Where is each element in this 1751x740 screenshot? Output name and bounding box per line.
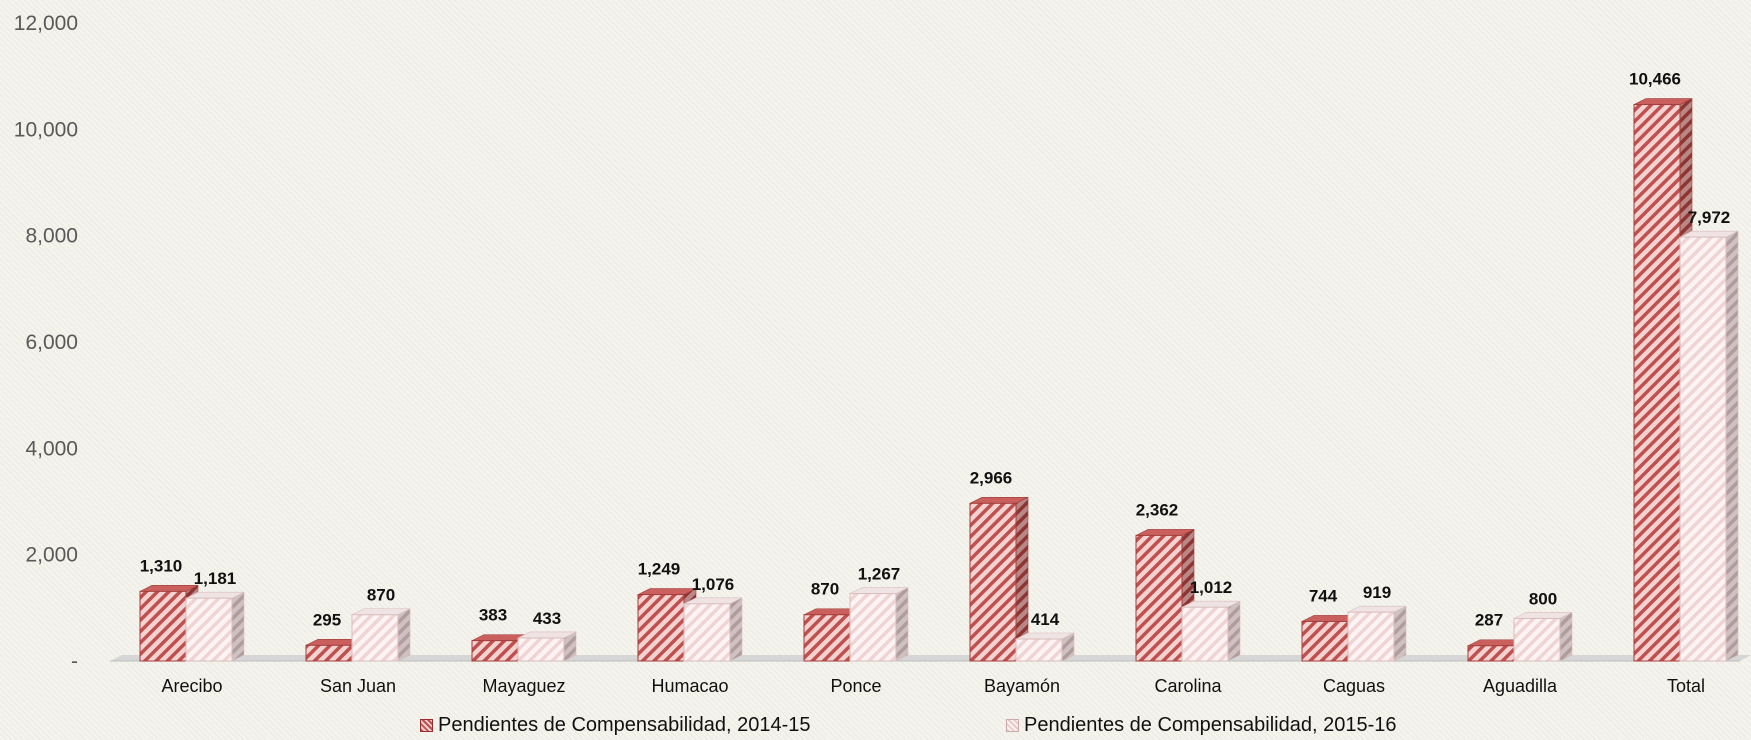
x-tick-label: Carolina: [1154, 676, 1222, 696]
x-tick-label: Bayamón: [984, 676, 1060, 696]
data-label: 1,267: [858, 565, 901, 584]
x-tick-label: Mayaguez: [482, 676, 565, 696]
data-labels: 1,310 1,181 295 870 383 433 1,249 1,076 870 1,267…: [140, 70, 1731, 630]
data-label: 1,181: [194, 569, 237, 588]
legend-label-2015-16: Pendientes de Compensabilidad, 2015-16: [1024, 714, 1397, 736]
bar-2015-16: [1347, 605, 1407, 662]
bar-2014-15: [969, 496, 1029, 662]
bar-2015-16: [849, 587, 909, 662]
y-tick-label: 2,000: [25, 544, 78, 567]
bar-2015-16: [683, 597, 743, 662]
x-tick-label: Arecibo: [161, 676, 222, 696]
data-label: 870: [367, 586, 395, 605]
bar-2015-16: [517, 631, 577, 662]
y-tick-label: 12,000: [14, 12, 78, 35]
bars: [139, 98, 1739, 662]
data-label: 10,466: [1629, 70, 1681, 89]
data-label: 744: [1309, 586, 1338, 605]
x-tick-label: San Juan: [320, 676, 396, 696]
data-label: 800: [1529, 589, 1557, 608]
legend: Pendientes de Compensabilidad, 2014-15 P…: [0, 714, 1751, 740]
bar-2015-16: [351, 608, 411, 662]
data-label: 1,310: [140, 556, 183, 575]
data-label: 295: [313, 610, 341, 629]
x-tick-label: Humacao: [651, 676, 728, 696]
data-label: 919: [1363, 583, 1391, 602]
data-label: 287: [1475, 611, 1503, 630]
data-label: 1,012: [1190, 578, 1233, 597]
bar-2015-16: [1679, 230, 1739, 662]
data-label: 383: [479, 606, 507, 625]
bar-2015-16: [185, 591, 245, 662]
y-tick-label: 10,000: [14, 118, 78, 141]
legend-swatch-2015-16: [1006, 719, 1019, 732]
x-axis: Arecibo San Juan Mayaguez Humacao Ponce Bayam…: [161, 676, 1705, 696]
legend-item-2014-15: Pendientes de Compensabilidad, 2014-15: [420, 714, 811, 737]
y-tick-label: -: [71, 650, 78, 673]
data-label: 1,249: [638, 560, 681, 579]
x-tick-label: Aguadilla: [1483, 676, 1558, 696]
y-tick-label: 8,000: [25, 225, 78, 248]
data-label: 2,966: [970, 468, 1013, 487]
legend-swatch-2014-15: [420, 719, 433, 732]
data-label: 1,076: [692, 575, 735, 594]
x-tick-label: Total: [1667, 676, 1705, 696]
bar-chart: - 2,000 4,000 6,000 8,000 10,000 12,000 Arecib…: [14, 12, 1751, 696]
x-tick-label: Caguas: [1323, 676, 1385, 696]
data-label: 414: [1031, 610, 1060, 629]
data-label: 7,972: [1688, 208, 1731, 227]
y-tick-label: 4,000: [25, 437, 78, 460]
bar-2015-16: [1181, 600, 1241, 662]
bar-2014-15: [1135, 528, 1195, 662]
bar-2015-16: [1513, 611, 1573, 662]
y-tick-label: 6,000: [25, 331, 78, 354]
data-label: 2,362: [1136, 500, 1179, 519]
y-axis: - 2,000 4,000 6,000 8,000 10,000 12,000: [14, 12, 78, 673]
legend-label-2014-15: Pendientes de Compensabilidad, 2014-15: [438, 714, 811, 736]
legend-item-2015-16: Pendientes de Compensabilidad, 2015-16: [1006, 714, 1397, 737]
x-tick-label: Ponce: [830, 676, 881, 696]
data-label: 870: [811, 580, 839, 599]
bar-2015-16: [1015, 632, 1075, 662]
data-label: 433: [533, 609, 561, 628]
